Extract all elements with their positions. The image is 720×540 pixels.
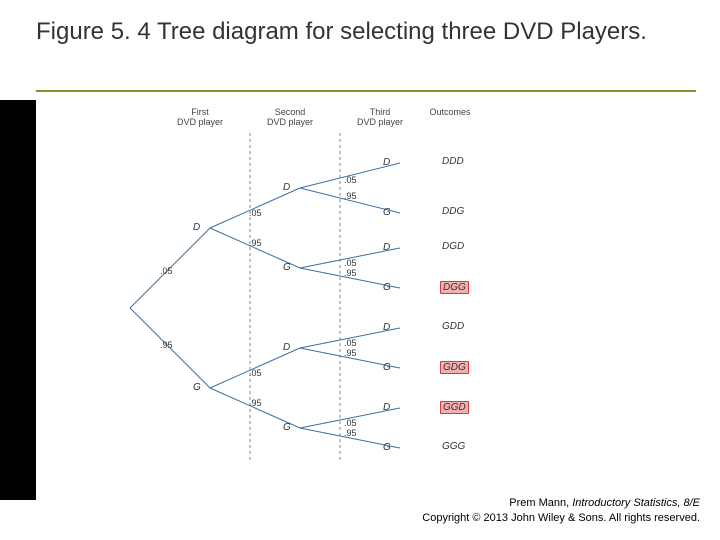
attribution-copyright: Copyright © 2013 John Wiley & Sons. All … xyxy=(422,512,700,524)
outcome-label: GGG xyxy=(440,441,467,452)
node-label: D xyxy=(283,342,290,353)
outcome-label: DDG xyxy=(440,206,466,217)
title-underline xyxy=(36,90,696,92)
branch-prob: .05 xyxy=(160,266,173,276)
branch-prob: .05 xyxy=(344,258,357,268)
attribution-book: Introductory Statistics, 8/E xyxy=(572,497,700,509)
figure-title: Figure 5. 4 Tree diagram for selecting t… xyxy=(36,18,676,47)
column-header: ThirdDVD player xyxy=(350,108,410,128)
outcome-label: GDD xyxy=(440,321,466,332)
figure-attribution: Prem Mann, Introductory Statistics, 8/E … xyxy=(422,496,700,526)
node-label: D xyxy=(283,182,290,193)
node-label: G xyxy=(383,362,391,373)
node-label: G xyxy=(193,382,201,393)
node-label: G xyxy=(383,442,391,453)
branch-prob: .95 xyxy=(344,348,357,358)
node-label: D xyxy=(193,222,200,233)
outcome-label: GGD xyxy=(440,401,469,414)
branch-prob: .95 xyxy=(160,340,173,350)
branch-prob: .95 xyxy=(249,238,262,248)
left-sidebar xyxy=(0,100,36,500)
node-label: D xyxy=(383,402,390,413)
node-label: G xyxy=(383,207,391,218)
node-label: D xyxy=(383,322,390,333)
outcome-label: DDD xyxy=(440,156,466,167)
attribution-author: Prem Mann, xyxy=(509,497,572,509)
branch-prob: .05 xyxy=(344,418,357,428)
branch-prob: .05 xyxy=(249,208,262,218)
column-header: SecondDVD player xyxy=(260,108,320,128)
branch-prob: .95 xyxy=(344,268,357,278)
node-label: G xyxy=(383,282,391,293)
node-label: G xyxy=(283,262,291,273)
branch-prob: .95 xyxy=(344,191,357,201)
outcome-label: GDG xyxy=(440,361,469,374)
branch-prob: .05 xyxy=(249,368,262,378)
node-label: D xyxy=(383,242,390,253)
column-header: Outcomes xyxy=(420,108,480,118)
column-header: FirstDVD player xyxy=(170,108,230,128)
branch-prob: .05 xyxy=(344,175,357,185)
tree-diagram: FirstDVD player SecondDVD player ThirdDVD … xyxy=(120,108,580,488)
node-label: G xyxy=(283,422,291,433)
branch-prob: .95 xyxy=(344,428,357,438)
outcome-label: DGG xyxy=(440,281,469,294)
branch-prob: .05 xyxy=(344,338,357,348)
branch-prob: .95 xyxy=(249,398,262,408)
slide: Figure 5. 4 Tree diagram for selecting t… xyxy=(0,0,720,540)
node-label: D xyxy=(383,157,390,168)
outcome-label: DGD xyxy=(440,241,466,252)
